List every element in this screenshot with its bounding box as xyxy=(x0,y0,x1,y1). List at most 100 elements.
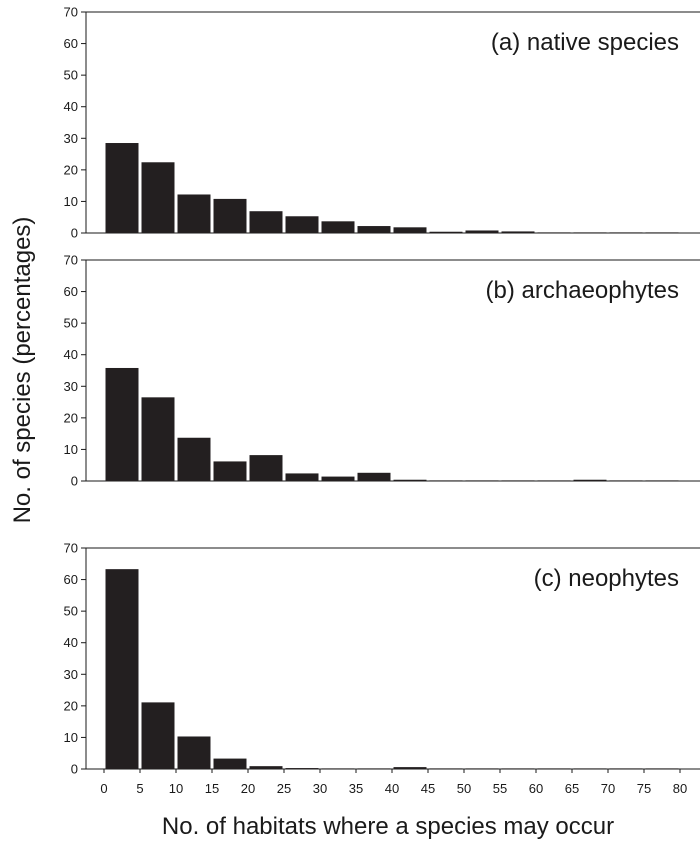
x-tick-label: 5 xyxy=(136,781,143,796)
bar xyxy=(321,768,355,769)
bar xyxy=(465,768,499,769)
x-tick-label: 30 xyxy=(313,781,327,796)
bar xyxy=(429,768,463,769)
bar xyxy=(645,768,679,769)
bar xyxy=(573,768,607,769)
bar xyxy=(177,736,211,769)
bar xyxy=(105,569,139,769)
bar xyxy=(609,768,643,769)
bar xyxy=(393,227,427,233)
bar xyxy=(141,702,175,769)
y-tick-label: 20 xyxy=(64,162,78,177)
y-tick-label: 0 xyxy=(71,762,78,777)
panel-c: 0 10 20 30 40 50 60 70 (c) neophytes xyxy=(64,541,700,777)
bar xyxy=(645,232,679,233)
y-tick-label: 40 xyxy=(64,347,78,362)
bar xyxy=(357,768,391,769)
bar xyxy=(213,198,247,233)
y-tick-label: 10 xyxy=(64,730,78,745)
y-axis-title: No. of species (percentages) xyxy=(9,217,36,524)
x-tick-label: 75 xyxy=(637,781,651,796)
y-tick-label: 0 xyxy=(71,226,78,241)
bar xyxy=(393,479,427,481)
y-tick-label: 0 xyxy=(71,474,78,489)
bar xyxy=(141,397,175,481)
bar xyxy=(573,479,607,481)
bar xyxy=(357,226,391,233)
bar xyxy=(177,437,211,481)
bar xyxy=(429,231,463,233)
x-tick-label: 60 xyxy=(529,781,543,796)
y-tick-label: 60 xyxy=(64,572,78,587)
x-tick-label: 10 xyxy=(169,781,183,796)
y-tick-label: 70 xyxy=(64,5,78,20)
x-tick-label: 80 xyxy=(673,781,687,796)
x-tick-label: 45 xyxy=(421,781,435,796)
bar xyxy=(573,232,607,233)
bar xyxy=(429,480,463,481)
y-tick-label: 50 xyxy=(64,316,78,331)
bar xyxy=(465,230,499,233)
x-tick-label: 0 xyxy=(100,781,107,796)
bar xyxy=(537,232,571,233)
bar xyxy=(501,480,535,481)
bar xyxy=(537,480,571,481)
x-tick-label: 65 xyxy=(565,781,579,796)
x-axis-title: No. of habitats where a species may occu… xyxy=(162,813,614,840)
y-tick-label: 70 xyxy=(64,253,78,268)
x-tick-label: 15 xyxy=(205,781,219,796)
panel-title: (a) native species xyxy=(491,29,679,56)
bar xyxy=(249,211,283,233)
bar xyxy=(537,768,571,769)
y-tick-label: 30 xyxy=(64,131,78,146)
x-tick-labels: 0 5 10 15 20 25 30 35 40 45 50 55 60 65 70 75 80 xyxy=(100,769,687,796)
x-tick-label: 35 xyxy=(349,781,363,796)
x-tick-label: 20 xyxy=(241,781,255,796)
y-tick-label: 10 xyxy=(64,194,78,209)
bar xyxy=(285,216,319,233)
y-tick-label: 10 xyxy=(64,442,78,457)
bar xyxy=(465,480,499,481)
bar xyxy=(321,221,355,233)
bar xyxy=(249,455,283,481)
x-tick-label: 25 xyxy=(277,781,291,796)
bar xyxy=(645,480,679,481)
bar xyxy=(249,766,283,769)
bar xyxy=(321,476,355,481)
y-tick-label: 20 xyxy=(64,698,78,713)
panel-title: (b) archaeophytes xyxy=(486,277,679,304)
y-tick-label: 20 xyxy=(64,410,78,425)
bar xyxy=(285,473,319,481)
x-tick-label: 70 xyxy=(601,781,615,796)
panel-title: (c) neophytes xyxy=(534,565,679,592)
y-tick-label: 60 xyxy=(64,284,78,299)
y-tick-label: 40 xyxy=(64,99,78,114)
bar xyxy=(177,194,211,233)
y-tick-label: 30 xyxy=(64,379,78,394)
bar xyxy=(285,768,319,769)
x-tick-label: 50 xyxy=(457,781,471,796)
bar xyxy=(501,768,535,769)
bar xyxy=(501,231,535,233)
bar xyxy=(609,480,643,481)
y-tick-label: 30 xyxy=(64,667,78,682)
panel-a: 0 10 20 30 40 50 60 70 (a) native species xyxy=(64,5,700,241)
bar xyxy=(609,232,643,233)
y-tick-label: 60 xyxy=(64,36,78,51)
bar xyxy=(213,461,247,481)
bar xyxy=(141,162,175,233)
bar xyxy=(357,472,391,481)
y-tick-label: 50 xyxy=(64,604,78,619)
bar xyxy=(213,758,247,769)
y-tick-label: 40 xyxy=(64,635,78,650)
panel-b: 0 10 20 30 40 50 60 70 (b) archaeophytes xyxy=(64,253,700,489)
bar xyxy=(393,767,427,769)
y-tick-label: 70 xyxy=(64,541,78,556)
x-tick-label: 55 xyxy=(493,781,507,796)
bar xyxy=(105,367,139,481)
y-tick-label: 50 xyxy=(64,68,78,83)
x-tick-label: 40 xyxy=(385,781,399,796)
bar xyxy=(105,143,139,233)
